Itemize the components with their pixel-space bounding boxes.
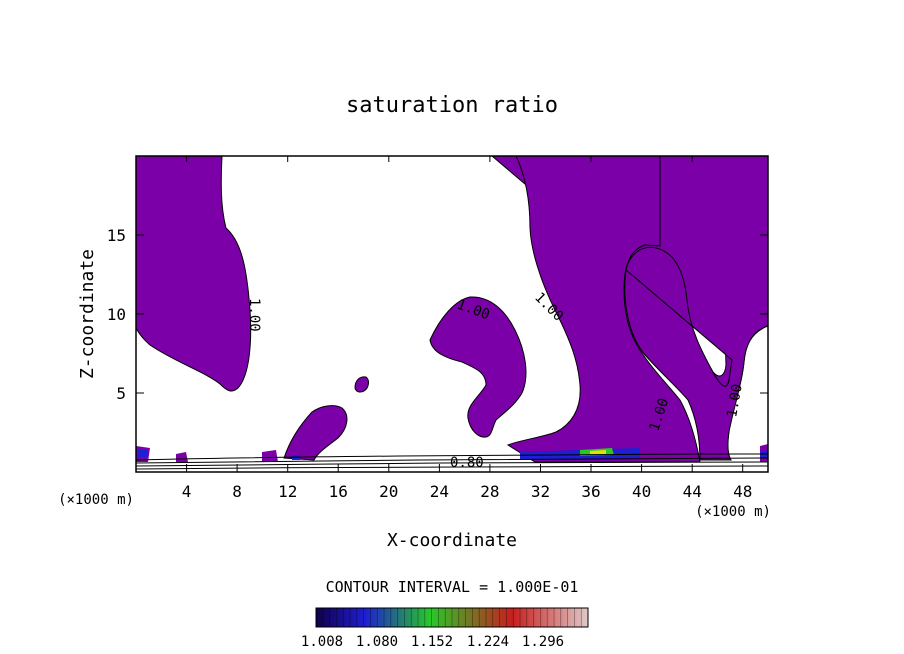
x-tick-label: 16 <box>329 482 348 501</box>
contour-region-mid <box>429 296 527 438</box>
ground-contour-line <box>136 465 768 470</box>
contour-region-small <box>354 376 369 393</box>
contour-interval-text: CONTOUR INTERVAL = 1.000E-01 <box>326 578 579 596</box>
x-tick-label: 40 <box>632 482 651 501</box>
y-tick-labels: 5 10 15 <box>107 226 126 403</box>
contour-region-right-main <box>491 156 768 461</box>
colorbar-tick-label: 1.080 <box>356 634 398 650</box>
contour-region-low <box>283 405 348 461</box>
y-tick-label: 15 <box>107 226 126 245</box>
colorbar-tick-label: 1.296 <box>522 634 564 650</box>
high-sat-spot <box>138 450 148 457</box>
contour-region-patch <box>176 452 188 462</box>
colorbar-tick-label: 1.008 <box>301 634 343 650</box>
contour-label: 1.00 <box>724 383 746 419</box>
colorbar-tick-label: 1.152 <box>411 634 453 650</box>
filled-contours <box>136 156 768 470</box>
colorbar-bins <box>322 608 582 627</box>
high-sat-spot <box>590 450 606 454</box>
ground-contour-line <box>136 457 768 464</box>
colorbar-tick-label: 1.224 <box>467 634 509 650</box>
colorbar: 1.008 1.080 1.152 1.224 1.296 <box>301 607 589 650</box>
contour-label: 0.80 <box>450 455 484 471</box>
x-axis <box>186 156 744 472</box>
y-axis <box>136 234 768 394</box>
x-tick-label: 28 <box>480 482 499 501</box>
y-unit-label: (×1000 m) <box>58 492 134 508</box>
ground-contour-lines <box>136 453 768 470</box>
x-tick-label: 12 <box>278 482 297 501</box>
ground-contour-line <box>136 453 768 461</box>
contour-label: 1.00 <box>246 298 262 332</box>
y-tick-label: 10 <box>107 305 126 324</box>
x-tick-label: 24 <box>430 482 449 501</box>
contour-region-right-lobe <box>506 156 701 463</box>
contour-region-left <box>136 156 252 392</box>
chart-title: saturation ratio <box>346 93 558 118</box>
x-tick-label: 8 <box>232 482 242 501</box>
ground-contour-line <box>136 461 768 467</box>
x-tick-label: 36 <box>581 482 600 501</box>
x-tick-label: 48 <box>733 482 752 501</box>
x-tick-label: 20 <box>379 482 398 501</box>
y-tick-label: 5 <box>116 384 126 403</box>
x-tick-label: 44 <box>683 482 702 501</box>
x-axis-label: X-coordinate <box>387 530 517 551</box>
y-axis-label: Z-coordinate <box>77 249 98 379</box>
x-unit-label: (×1000 m) <box>695 504 771 520</box>
x-tick-label: 32 <box>531 482 550 501</box>
contour-region-patch <box>262 450 278 462</box>
x-tick-labels: 4 8 12 16 20 24 28 32 36 40 44 48 <box>182 482 753 501</box>
x-tick-label: 4 <box>182 482 192 501</box>
